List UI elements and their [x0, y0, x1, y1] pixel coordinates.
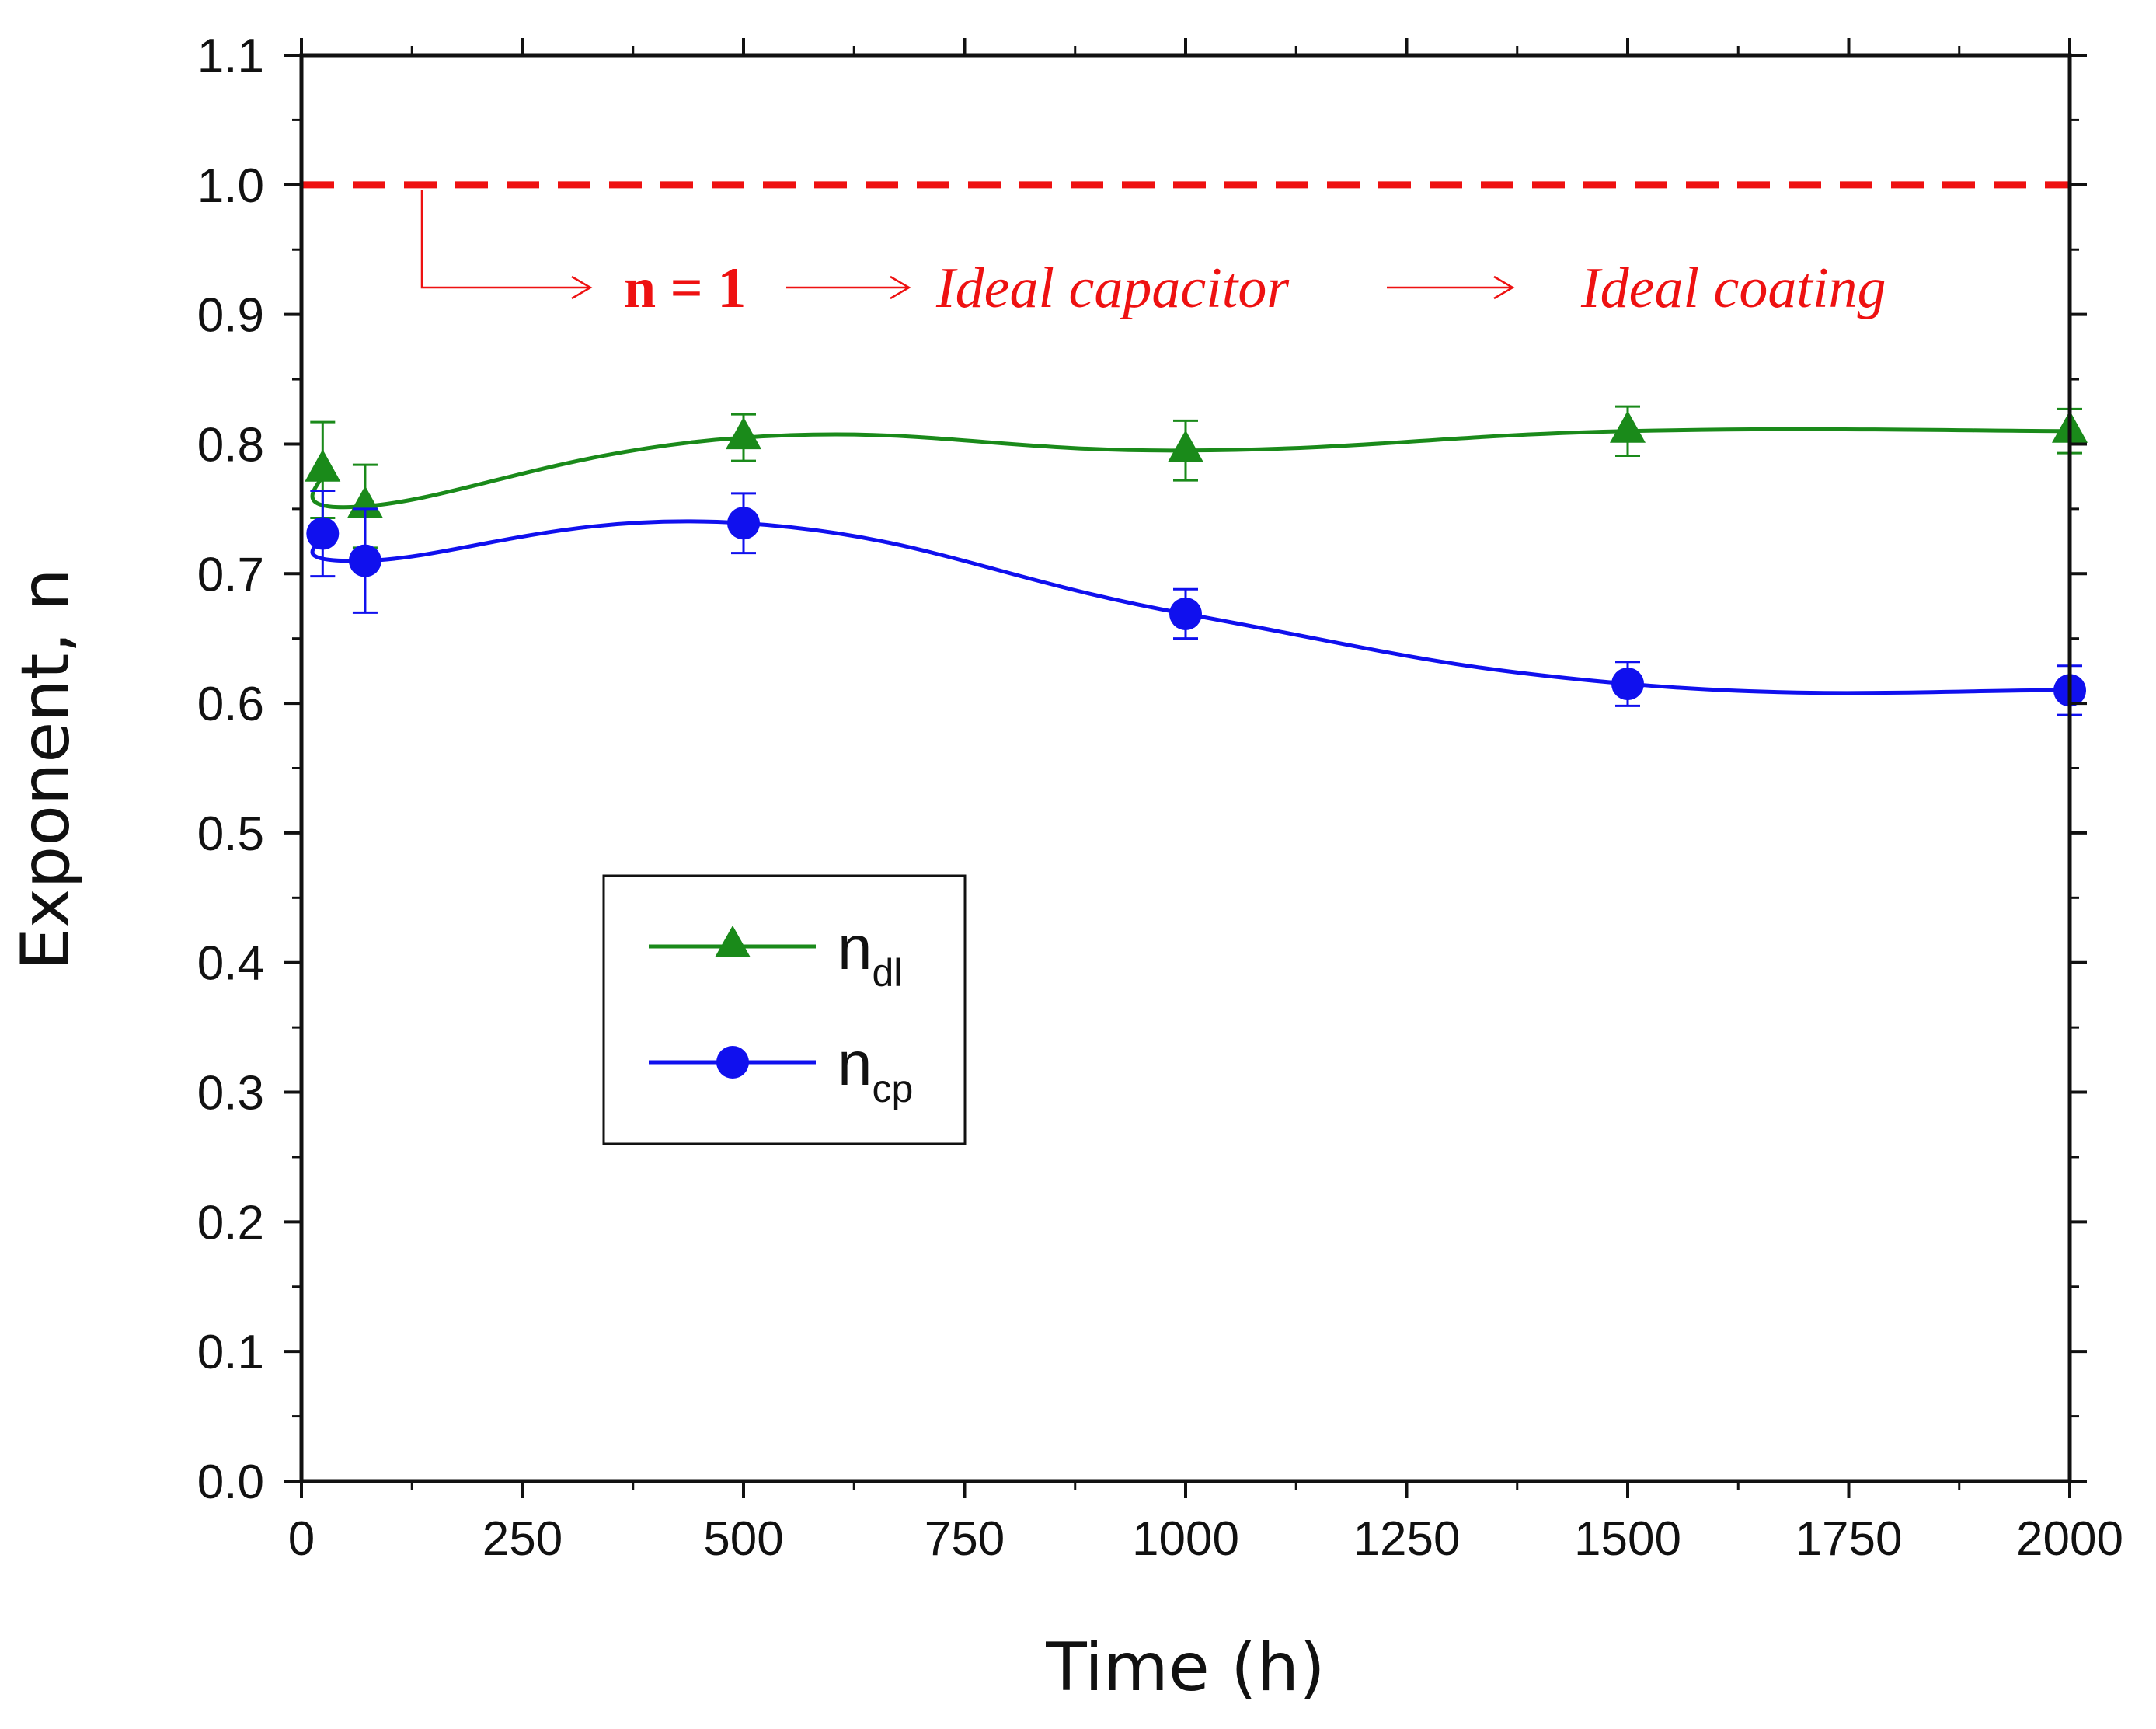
data-point-circle — [727, 507, 760, 540]
annotation-group: n = 1 Ideal capacitor Ideal coating — [420, 190, 1886, 320]
y-axis-title: Exponent, n — [7, 568, 85, 970]
annotation-n-equals-1: n = 1 — [624, 256, 746, 320]
y-tick-label: 0.0 — [197, 1455, 264, 1509]
data-point-circle — [348, 544, 381, 577]
legend-n-dl-sub: dl — [873, 951, 903, 995]
y-tick-label: 0.6 — [197, 678, 264, 731]
y-tick-label: 0.8 — [197, 418, 264, 472]
y-tick-label: 0.4 — [197, 937, 264, 991]
x-axis-title: Time (h) — [1045, 1629, 1325, 1706]
arrow-to-capacitor — [786, 275, 911, 300]
y-tick-label: 0.5 — [197, 807, 264, 861]
data-point-triangle — [726, 417, 761, 450]
y-axis-tick-labels: 0.0 0.1 0.2 0.3 0.4 0.5 0.6 0.7 0.8 0.9 1.0 1.1 — [197, 30, 264, 1509]
x-tick-label: 1250 — [1353, 1512, 1461, 1566]
y-tick-label: 1.1 — [197, 30, 264, 83]
data-point-circle — [306, 517, 340, 550]
x-tick-label: 500 — [703, 1512, 783, 1566]
series-n-dl — [305, 405, 2088, 549]
x-tick-label: 0 — [288, 1512, 315, 1566]
series-line — [310, 519, 2070, 695]
y-tick-label: 0.9 — [197, 289, 264, 343]
annotation-ideal-coating: Ideal coating — [1580, 256, 1886, 320]
data-point-triangle — [1168, 430, 1203, 462]
y-tick-label: 0.2 — [197, 1196, 264, 1250]
series-n-cp — [306, 490, 2086, 716]
arrowhead-1 — [571, 275, 593, 300]
data-point-circle — [1169, 597, 1202, 630]
y-tick-label: 1.0 — [197, 159, 264, 213]
y-tick-label: 0.1 — [197, 1326, 264, 1379]
x-tick-label: 1500 — [1574, 1512, 1681, 1566]
y-tick-label: 0.7 — [197, 548, 264, 601]
arrow-to-coating — [1387, 275, 1515, 300]
x-tick-label: 250 — [482, 1512, 563, 1566]
legend-n-cp-sub: cp — [873, 1067, 914, 1110]
axis-ticks — [284, 38, 2087, 1498]
legend-n-cp-main: n — [838, 1029, 873, 1098]
legend: ndl ncp — [602, 874, 967, 1145]
series-layer — [305, 405, 2088, 716]
annotation-ideal-capacitor: Ideal capacitor — [935, 256, 1290, 320]
legend-n-dl-main: n — [838, 913, 873, 982]
legend-marker-circle — [716, 1046, 749, 1079]
y-tick-label: 0.3 — [197, 1067, 264, 1121]
legend-label-n-cp: ncp — [838, 1029, 913, 1110]
legend-marker-triangle — [715, 926, 751, 957]
annotation-bracket-arrow — [420, 190, 589, 289]
x-tick-label: 2000 — [2016, 1512, 2123, 1566]
x-tick-label: 1000 — [1132, 1512, 1239, 1566]
data-point-triangle — [1610, 410, 1646, 443]
series-line — [310, 427, 2070, 510]
legend-label-n-dl: ndl — [838, 913, 902, 995]
x-tick-label: 1750 — [1796, 1512, 1903, 1566]
x-axis-tick-labels: 0 250 500 750 1000 1250 1500 1750 2000 — [288, 1512, 2123, 1566]
data-point-circle — [1611, 668, 1644, 701]
data-point-triangle — [305, 449, 341, 482]
legend-box — [602, 874, 967, 1145]
x-tick-label: 750 — [925, 1512, 1005, 1566]
